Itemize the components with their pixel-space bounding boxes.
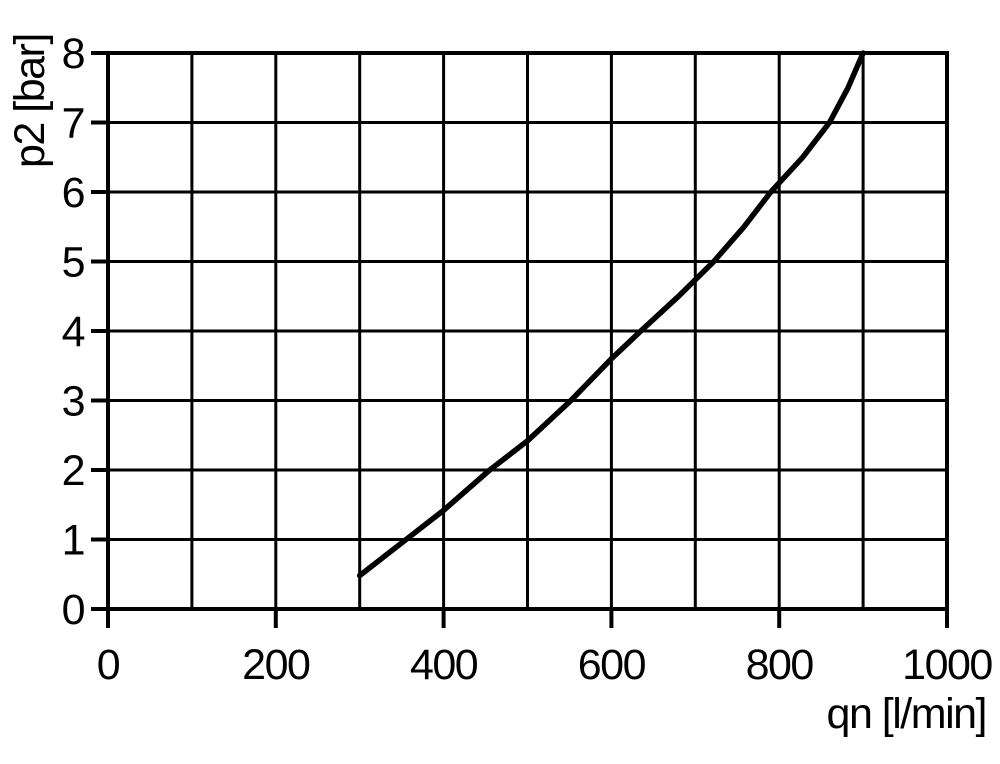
tick-mark-layer: [91, 51, 949, 628]
y-tick-label: 7: [62, 100, 84, 148]
x-tick-label: 200: [242, 641, 310, 689]
grid-layer: [108, 53, 947, 609]
y-tick-label: 1: [62, 517, 84, 565]
y-tick-label: 5: [62, 239, 85, 287]
y-tick-label: 4: [62, 308, 85, 356]
x-tick-label: 0: [97, 641, 120, 689]
y-tick-label: 0: [62, 586, 85, 634]
x-axis-title: qn [l/min]: [827, 690, 986, 738]
flow-pressure-drop-curve: [356, 50, 866, 579]
y-tick-label: 2: [62, 447, 84, 495]
tick-label-layer: 0 1 2 3 4 5 6 7 8 0 200 400 600 800 1000: [62, 30, 994, 689]
x-tick-label: 800: [746, 641, 814, 689]
x-tick-label: 400: [410, 641, 478, 689]
x-tick-label: 1000: [902, 641, 992, 689]
y-tick-label: 3: [62, 378, 85, 426]
y-tick-label: 8: [62, 30, 85, 78]
y-tick-label: 6: [62, 169, 85, 217]
curve-layer: [356, 50, 866, 579]
y-axis-title: p2 [bar]: [6, 34, 54, 168]
x-tick-label: 600: [578, 641, 646, 689]
